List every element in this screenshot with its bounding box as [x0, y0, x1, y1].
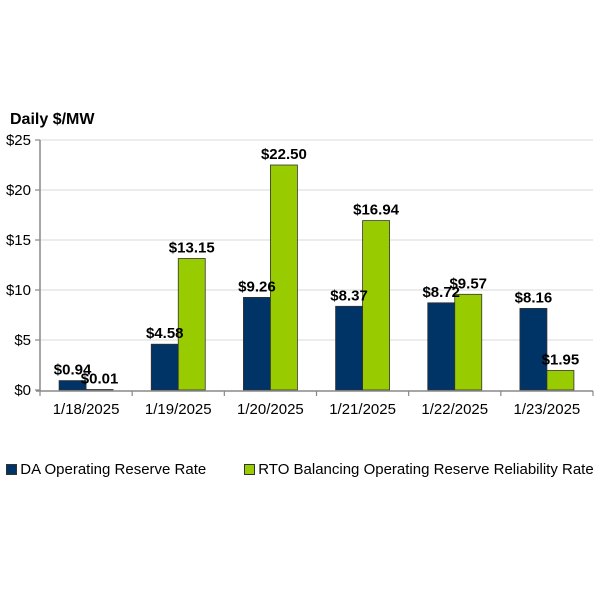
- x-tick-label: 1/21/2025: [329, 401, 396, 418]
- bar-da: [335, 305, 363, 391]
- bar-da: [150, 343, 179, 391]
- data-label-rto: $9.57: [449, 275, 487, 292]
- bar-da: [427, 302, 456, 391]
- y-tick-label: $20: [6, 182, 31, 199]
- data-label-da: $8.72: [422, 284, 460, 301]
- x-tick-label: 1/20/2025: [237, 401, 304, 418]
- data-label-rto: $16.94: [353, 202, 400, 219]
- y-tick-label: $5: [14, 332, 31, 349]
- data-labels: $0.94$0.01 $4.58 $13.15 $9.26 $22.50 $8.37 $16…: [54, 146, 579, 388]
- data-label-da: $9.26: [238, 278, 276, 295]
- y-tick-label: $0: [14, 382, 31, 399]
- legend-swatch-rto: [244, 464, 256, 475]
- data-label-da: $8.16: [515, 289, 553, 306]
- bar-rto: [85, 389, 114, 391]
- y-tick-label: $25: [6, 132, 31, 149]
- data-label-rto: $13.15: [169, 240, 215, 257]
- legend-item-rto: RTO Balancing Operating Reserve Reliabil…: [244, 461, 594, 478]
- y-tick-label: $15: [6, 232, 31, 249]
- y-axis-title: Daily $/MW: [10, 111, 95, 128]
- data-label-da: $8.37: [330, 287, 368, 304]
- bar-da: [58, 380, 87, 391]
- bar-da: [243, 296, 271, 391]
- legend-label-da: DA Operating Reserve Rate: [20, 461, 207, 478]
- legend-label-rto: RTO Balancing Operating Reserve Reliabil…: [258, 461, 594, 478]
- x-tick-label: 1/23/2025: [514, 401, 581, 418]
- y-tick-label: $10: [6, 282, 31, 299]
- x-tick-label: 1/18/2025: [53, 401, 120, 418]
- data-label-rto: $1.95: [542, 352, 580, 369]
- data-label-da: $0.94: [54, 362, 92, 379]
- bar-rto: [177, 258, 206, 391]
- x-axis-ticks: 1/18/2025 1/19/2025 1/20/2025 1/21/2025 1/22…: [39, 391, 594, 418]
- bar-rto: [270, 164, 298, 391]
- gridlines: [40, 139, 593, 341]
- legend-swatch-da: [6, 464, 18, 475]
- y-axis-ticks: $0 $5 $10 $15 $20 $25: [6, 132, 40, 399]
- data-label-da: $4.58: [146, 325, 184, 342]
- legend: DA Operating Reserve Rate RTO Balancing …: [0, 461, 600, 478]
- bars: [58, 164, 575, 391]
- bar-rto: [454, 293, 483, 391]
- x-tick-label: 1/22/2025: [421, 401, 488, 418]
- data-label-rto: $22.50: [261, 146, 307, 163]
- bar-da: [519, 307, 548, 391]
- bar-rto: [362, 220, 390, 391]
- bar-rto: [546, 370, 575, 391]
- data-label-rto: $0.01: [81, 371, 119, 388]
- legend-item-da: DA Operating Reserve Rate: [6, 461, 206, 478]
- x-tick-label: 1/19/2025: [145, 401, 212, 418]
